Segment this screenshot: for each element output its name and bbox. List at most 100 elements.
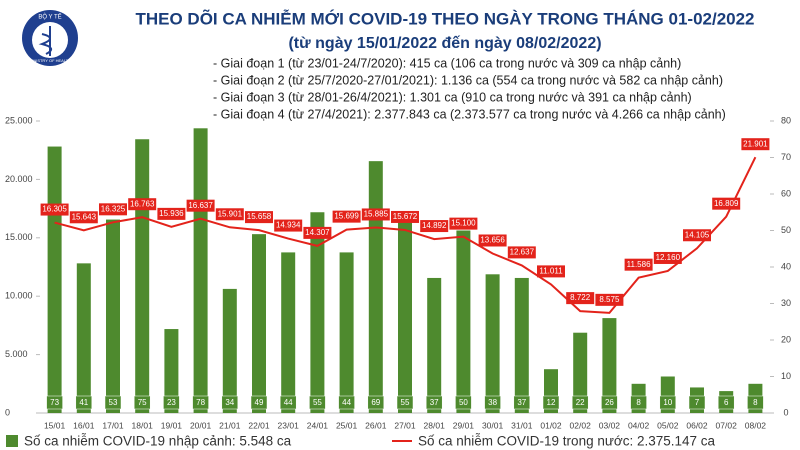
x-tick-label: 28/01 — [424, 420, 446, 430]
line-label-box — [99, 203, 127, 216]
line-label: 16.763 — [130, 199, 155, 208]
line-label-box — [391, 210, 419, 223]
bar — [47, 146, 62, 414]
x-tick-label: 20/01 — [190, 420, 212, 430]
x-tick-label: 22/01 — [248, 420, 270, 430]
line-label: 15.643 — [72, 212, 97, 221]
line-label: 16.305 — [42, 205, 67, 214]
bar — [602, 318, 617, 413]
line-label-box — [303, 226, 332, 239]
x-tick-label: 02/02 — [570, 420, 592, 430]
y2-tick-label: 50 — [781, 225, 791, 235]
x-tick-label: 24/01 — [307, 420, 329, 430]
bar — [106, 219, 120, 413]
line-label-box — [449, 217, 478, 230]
line-label-box — [215, 208, 244, 221]
line-label-box — [683, 229, 711, 242]
bar-label: 26 — [605, 398, 614, 407]
line-label-box — [128, 198, 157, 211]
bar-label: 41 — [79, 398, 88, 407]
line-label: 12.160 — [656, 253, 681, 262]
x-tick-label: 15/01 — [44, 420, 66, 430]
x-tick-label: 06/02 — [686, 420, 708, 430]
bar-label-box — [688, 395, 706, 410]
x-tick-label: 31/01 — [511, 420, 533, 430]
line-label-box — [624, 258, 653, 271]
bar-label-box — [104, 395, 122, 410]
bar-label-box — [367, 395, 385, 410]
bar-label: 8 — [753, 398, 758, 407]
line-label-box — [595, 293, 624, 306]
line-label-box — [157, 207, 186, 220]
y2-tick-label: 80 — [781, 115, 791, 125]
bar-label: 34 — [225, 398, 234, 407]
x-tick-label: 27/01 — [394, 420, 416, 430]
bar-label: 38 — [488, 398, 497, 407]
bar-label: 55 — [313, 398, 322, 407]
y-tick-label: 0 — [5, 407, 10, 417]
x-tick-label: 17/01 — [102, 420, 124, 430]
bar — [456, 230, 471, 413]
note: - Giai đoạn 4 (từ 27/4/2021): 2.377.843 … — [213, 107, 726, 121]
bar-label: 50 — [459, 398, 468, 407]
bar-label-box — [75, 395, 93, 410]
y-tick-label: 10.000 — [5, 291, 33, 301]
bar-label-box — [46, 395, 63, 410]
bar-label-box — [455, 395, 472, 410]
line-label-box — [741, 138, 770, 151]
line-label: 16.637 — [188, 201, 213, 210]
bar-label: 69 — [371, 398, 380, 407]
bar-label-box — [279, 395, 297, 410]
x-tick-label: 07/02 — [716, 420, 738, 430]
line-label-box — [537, 265, 565, 278]
bar-label-box — [513, 395, 531, 410]
bar-label-box — [309, 395, 326, 410]
bar-label: 7 — [695, 398, 700, 407]
bar-label: 10 — [663, 398, 672, 407]
line-label-box — [566, 292, 595, 305]
line-label: 14.892 — [422, 221, 447, 230]
chart-title: THEO DÕI CA NHIỄM MỚI COVID-19 THEO NGÀY… — [135, 8, 754, 28]
bar — [427, 277, 442, 413]
bar — [339, 252, 354, 413]
line-label-box — [40, 203, 69, 216]
y2-tick-label: 60 — [781, 188, 791, 198]
bar-label: 49 — [255, 398, 264, 407]
bar-label-box — [425, 395, 443, 410]
y-tick-label: 25.000 — [5, 115, 33, 125]
y2-tick-label: 40 — [781, 261, 791, 271]
note: - Giai đoạn 3 (từ 28/01-26/4/2021): 1.30… — [213, 90, 692, 104]
bar — [485, 274, 500, 413]
line-label-box — [420, 220, 449, 233]
y2-tick-label: 0 — [783, 407, 788, 417]
line-label-box — [69, 211, 98, 224]
bar-label-box — [338, 395, 355, 410]
bar-label: 23 — [167, 398, 176, 407]
line-label: 16.325 — [101, 204, 126, 213]
bar — [398, 212, 412, 413]
line-label-box — [478, 234, 507, 247]
x-tick-label: 30/01 — [482, 420, 504, 430]
bar — [76, 263, 91, 413]
line-label: 11.011 — [539, 267, 563, 276]
bar-label: 6 — [724, 398, 729, 407]
bar-label: 44 — [284, 398, 293, 407]
bar-label-box — [163, 395, 180, 410]
bar — [368, 161, 383, 413]
y2-tick-label: 30 — [781, 298, 791, 308]
line-label: 11.586 — [627, 260, 651, 269]
bar-label-box — [747, 395, 764, 410]
x-tick-label: 25/01 — [336, 420, 358, 430]
line-label: 15.658 — [247, 212, 272, 221]
logo-subtext: MINISTRY OF HEALTH — [29, 58, 71, 63]
line-label: 16.809 — [714, 199, 739, 208]
bar-label: 55 — [401, 398, 410, 407]
x-tick-label: 29/01 — [453, 420, 475, 430]
bar-label-box — [542, 395, 560, 410]
line-label: 15.100 — [451, 219, 476, 228]
logo-icon — [38, 26, 53, 56]
bar-label: 73 — [50, 398, 59, 407]
line-label: 15.901 — [218, 209, 243, 218]
line-label-box — [245, 211, 273, 224]
line-label-box — [712, 197, 741, 210]
